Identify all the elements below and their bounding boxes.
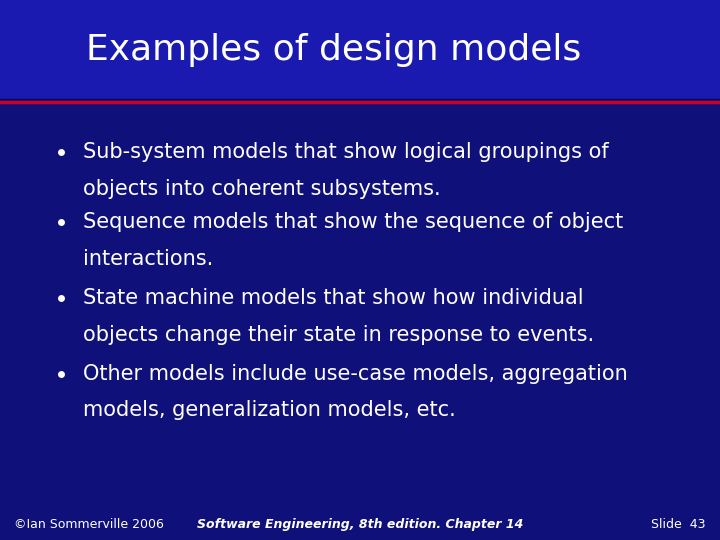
Text: State machine models that show how individual: State machine models that show how indiv…: [83, 288, 583, 308]
Text: Sequence models that show the sequence of object: Sequence models that show the sequence o…: [83, 212, 623, 233]
FancyBboxPatch shape: [0, 0, 720, 100]
Text: objects change their state in response to events.: objects change their state in response t…: [83, 325, 594, 345]
Text: objects into coherent subsystems.: objects into coherent subsystems.: [83, 179, 441, 199]
Text: Other models include use-case models, aggregation: Other models include use-case models, ag…: [83, 363, 628, 384]
Text: Sub-system models that show logical groupings of: Sub-system models that show logical grou…: [83, 142, 608, 163]
Text: ©Ian Sommerville 2006: ©Ian Sommerville 2006: [14, 518, 164, 531]
Text: Software Engineering, 8th edition. Chapter 14: Software Engineering, 8th edition. Chapt…: [197, 518, 523, 531]
Text: Examples of design models: Examples of design models: [86, 33, 582, 67]
Text: models, generalization models, etc.: models, generalization models, etc.: [83, 400, 456, 421]
Text: interactions.: interactions.: [83, 249, 213, 269]
Text: Slide  43: Slide 43: [651, 518, 706, 531]
